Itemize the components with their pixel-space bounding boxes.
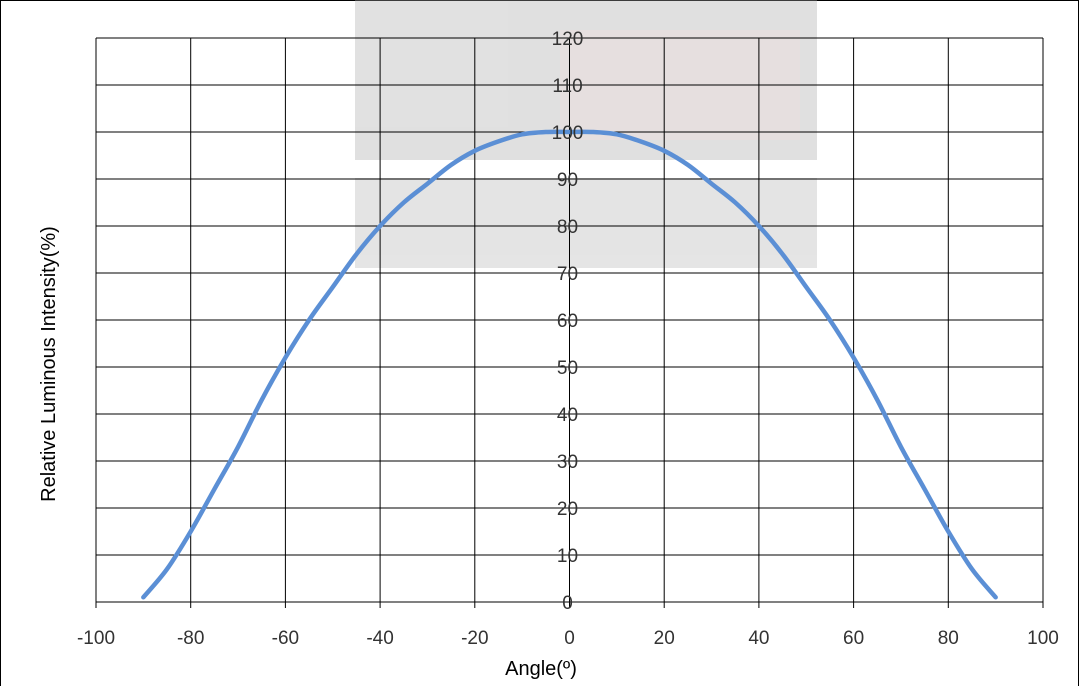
y-tick-label: 40 [557,405,578,426]
x-tick-label: 100 [1027,628,1059,649]
y-tick-label: 110 [552,76,582,97]
x-tick-label: -60 [272,628,299,649]
y-tick-label: 100 [552,123,584,144]
y-tick-label: 30 [557,452,578,473]
x-tick-label: 40 [748,628,769,649]
y-tick-label: 70 [557,264,578,285]
y-tick-label: 10 [557,546,578,567]
y-tick-label: 20 [557,499,578,520]
y-tick-label: 90 [557,170,578,191]
x-tick-labels: -100 -80 -60 -40 -20 0 20 40 60 80 100 [77,628,1059,649]
x-tick-label: 60 [843,628,864,649]
y-tick-label: 50 [557,358,578,379]
x-axis-title: Angle(º) [505,658,577,680]
x-tick-label: -80 [177,628,204,649]
x-tick-label: -20 [461,628,488,649]
y-tick-label: 120 [552,29,584,50]
y-axis-title: Relative Luminous Intensity(%) [38,226,60,502]
y-tick-label: 60 [557,311,578,332]
x-tick-label: 0 [564,628,575,649]
x-tick-label: -100 [77,628,115,649]
x-tick-label: -40 [366,628,393,649]
y-tick-label: 80 [557,217,578,238]
x-tick-label: 80 [938,628,959,649]
x-tick-label: 20 [654,628,675,649]
y-tick-label: 0 [562,593,573,614]
